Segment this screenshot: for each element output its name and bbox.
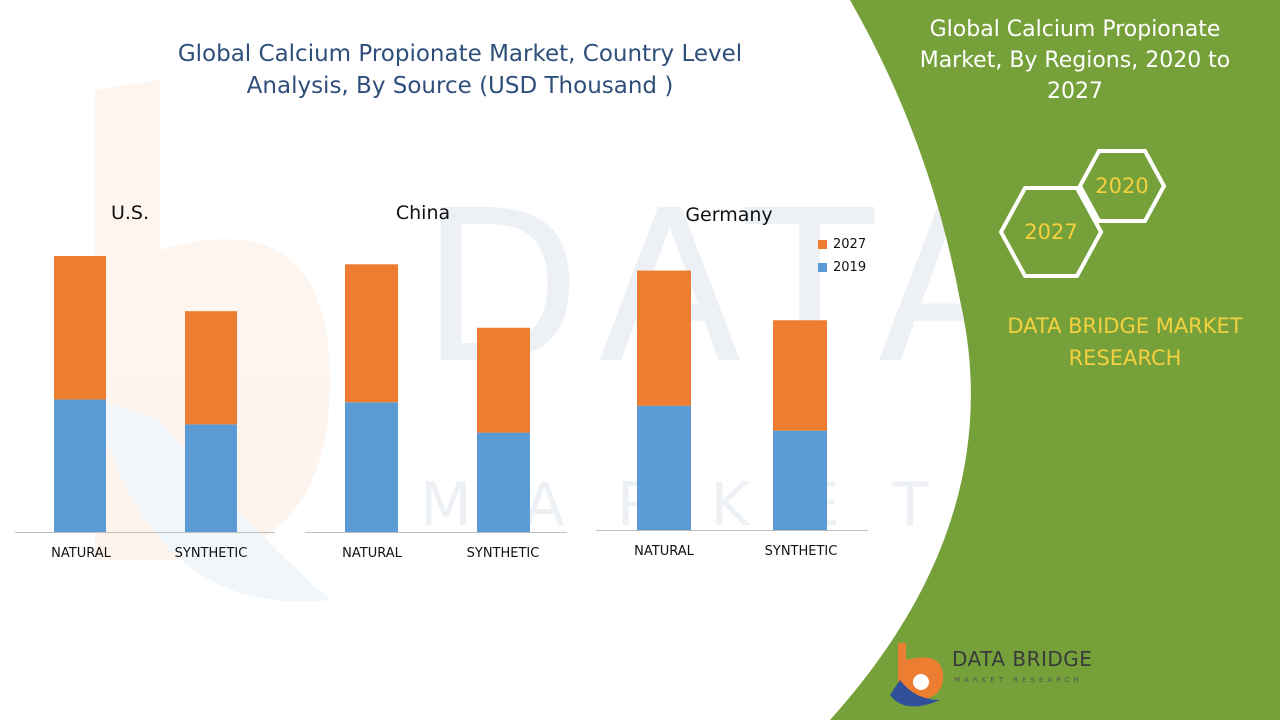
bar-us-natural-2019: [54, 399, 106, 532]
hex-label-2020: 2020: [1095, 174, 1149, 198]
logo-text: DATA BRIDGE: [952, 647, 1093, 671]
chart-title-germany: Germany: [685, 204, 773, 226]
bar-germany-natural-2027: [637, 270, 691, 406]
bar-germany-synthetic-2027: [773, 320, 827, 431]
category-label-us-natural: NATURAL: [51, 546, 111, 561]
charts-area: [15, 256, 868, 533]
category-label-us-synthetic: SYNTHETIC: [174, 546, 248, 561]
logo-subtext: MARKET RESEARCH: [954, 676, 1083, 684]
legend-label-2019: 2019: [833, 260, 867, 275]
chart-title: Global Calcium Propionate Market, Countr…: [177, 41, 743, 99]
brand-name: DATA BRIDGE MARKET RESEARCH: [1007, 314, 1243, 370]
category-label-china-natural: NATURAL: [342, 546, 402, 561]
bar-china-synthetic-2019: [477, 432, 530, 532]
chart-title-china: China: [395, 202, 451, 224]
bar-china-natural-2019: [345, 402, 398, 532]
legend: 2027 2019: [818, 233, 866, 279]
legend-item-2027: 2027: [818, 233, 866, 256]
hexagon-2027: [998, 186, 1104, 278]
category-label-germany-synthetic: SYNTHETIC: [764, 544, 838, 559]
panel-title: Global Calcium Propionate Market, By Reg…: [919, 17, 1231, 104]
bar-us-natural-2027: [54, 256, 106, 400]
chart-title-us: U.S.: [110, 202, 150, 224]
bar-us-synthetic-2027: [185, 311, 237, 425]
category-label-germany-natural: NATURAL: [634, 544, 694, 559]
logo-mark: [890, 643, 944, 707]
bar-germany-synthetic-2019: [773, 430, 827, 530]
legend-swatch-2027: [818, 240, 827, 249]
hexagon-2020: [1077, 149, 1167, 223]
legend-label-2027: 2027: [833, 237, 867, 252]
bar-china-synthetic-2027: [477, 327, 530, 433]
bar-china-natural-2027: [345, 264, 398, 403]
legend-swatch-2019: [818, 263, 827, 272]
category-label-china-synthetic: SYNTHETIC: [466, 546, 540, 561]
hex-label-2027: 2027: [1024, 220, 1078, 244]
bar-germany-natural-2019: [637, 405, 691, 530]
green-panel: [830, 0, 1280, 720]
legend-item-2019: 2019: [818, 256, 866, 279]
bar-us-synthetic-2019: [185, 424, 237, 532]
